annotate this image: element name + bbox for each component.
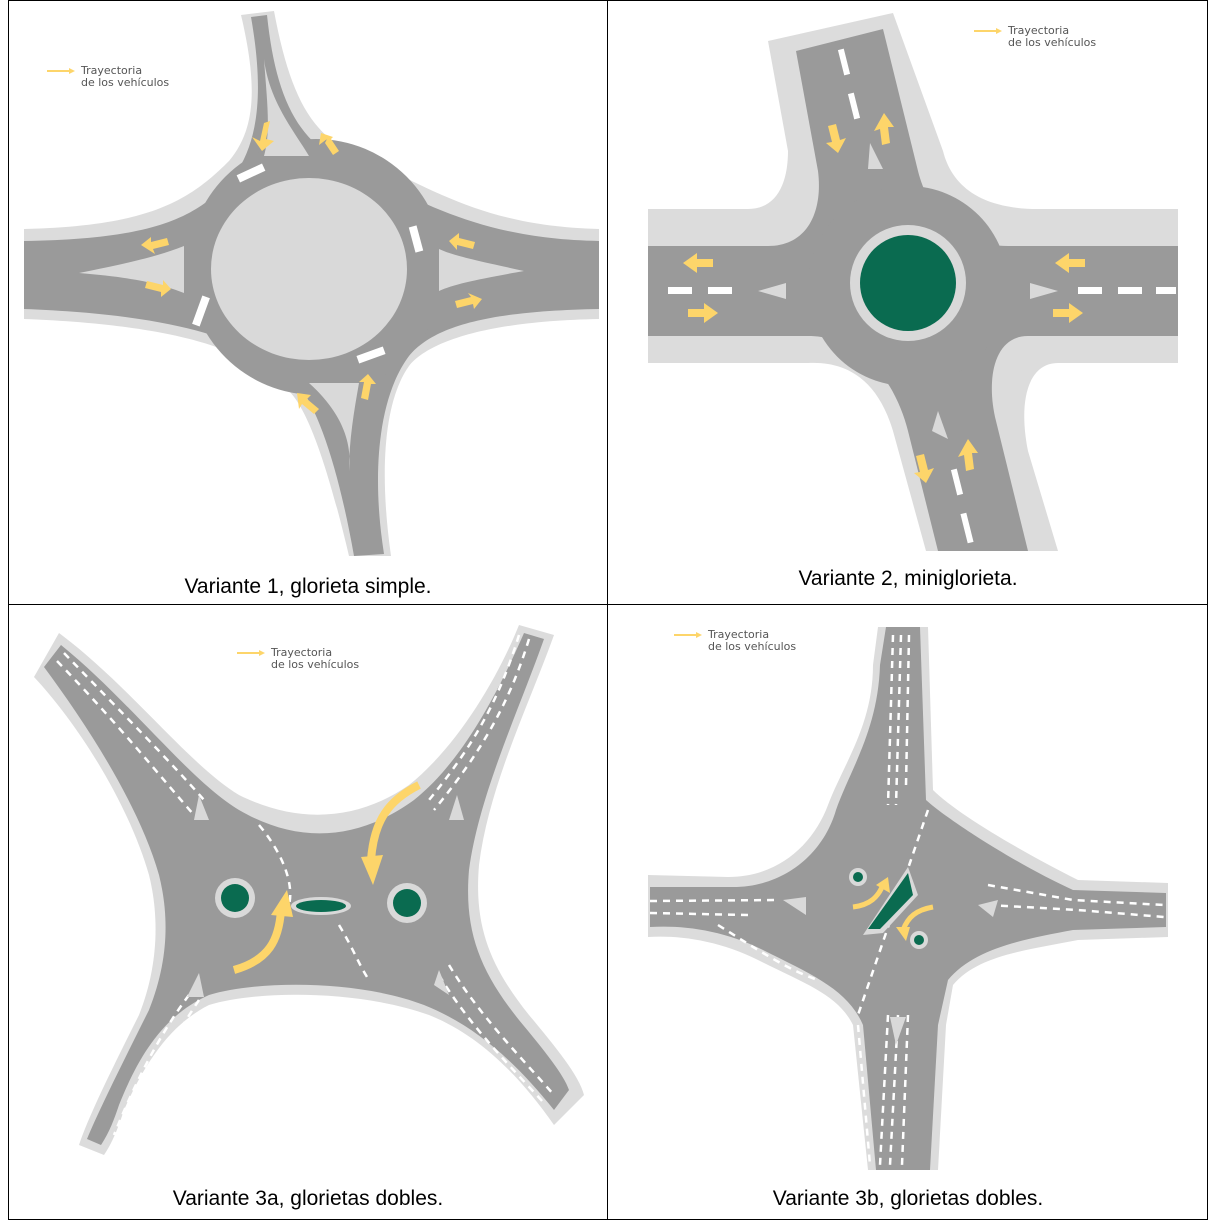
figure-table (8, 0, 1208, 1220)
trajectory-arrowheads (271, 855, 383, 917)
green-islands (849, 867, 928, 949)
green-islands (215, 878, 427, 923)
lane-markings (668, 48, 1176, 544)
panel-variante-3b: Trayectoria de los vehículos Variante 3b… (608, 605, 1208, 1220)
road-surface (44, 633, 569, 1145)
legend-arrow-icon (237, 650, 265, 656)
caption: Variante 3b, glorietas dobles. (772, 1187, 1044, 1210)
legend-line-1: Trayectoria (1008, 24, 1070, 37)
table-divider-vertical (607, 0, 608, 1220)
legend-line-2: de los vehículos (271, 658, 360, 671)
double-roundabout-diagram-b (648, 627, 1168, 1170)
legend-line-2: de los vehículos (708, 640, 797, 653)
lane-markings (56, 634, 555, 1141)
panel-variante-3a: Trayectoria de los vehículos Variante 3a… (9, 605, 607, 1220)
legend-line-1: Trayectoria (81, 64, 143, 77)
legend-line-1: Trayectoria (271, 646, 333, 659)
roundabout-simple-diagram (24, 11, 599, 556)
legend: Trayectoria de los vehículos (974, 24, 1097, 49)
legend-arrow-icon (974, 28, 1002, 34)
table-divider-horizontal (8, 604, 1208, 605)
legend-line-1: Trayectoria (708, 628, 770, 641)
legend: Trayectoria de los vehículos (237, 646, 360, 671)
legend: Trayectoria de los vehículos (47, 64, 170, 89)
legend: Trayectoria de los vehículos (674, 628, 797, 653)
splitter-islands (758, 143, 1058, 439)
splitter-islands (187, 795, 464, 997)
panel-variante-2: Trayectoria de los vehículos Variante 2,… (608, 1, 1208, 604)
caption: Variante 2, miniglorieta. (798, 567, 1018, 590)
trajectory-arrows (232, 781, 421, 974)
panel-variante-1: Trayectoria de los vehículos Variante 1,… (9, 1, 607, 604)
legend-arrow-icon (47, 68, 75, 74)
miniroundabout-diagram (648, 13, 1178, 551)
legend-line-2: de los vehículos (81, 76, 170, 89)
central-island (211, 178, 407, 360)
splitter-islands (783, 897, 998, 1045)
lane-markings (192, 163, 424, 364)
splitter-islands (79, 59, 524, 471)
caption: Variante 1, glorieta simple. (184, 575, 432, 598)
trajectory-arrows (141, 121, 482, 414)
double-roundabout-diagram-a (34, 625, 584, 1155)
central-island (850, 225, 966, 341)
legend-line-2: de los vehículos (1008, 36, 1097, 49)
legend-arrow-icon (674, 632, 702, 638)
trajectory-arrows (683, 113, 1085, 483)
caption: Variante 3a, glorietas dobles. (172, 1187, 444, 1210)
trajectory-arrowheads (876, 877, 910, 941)
